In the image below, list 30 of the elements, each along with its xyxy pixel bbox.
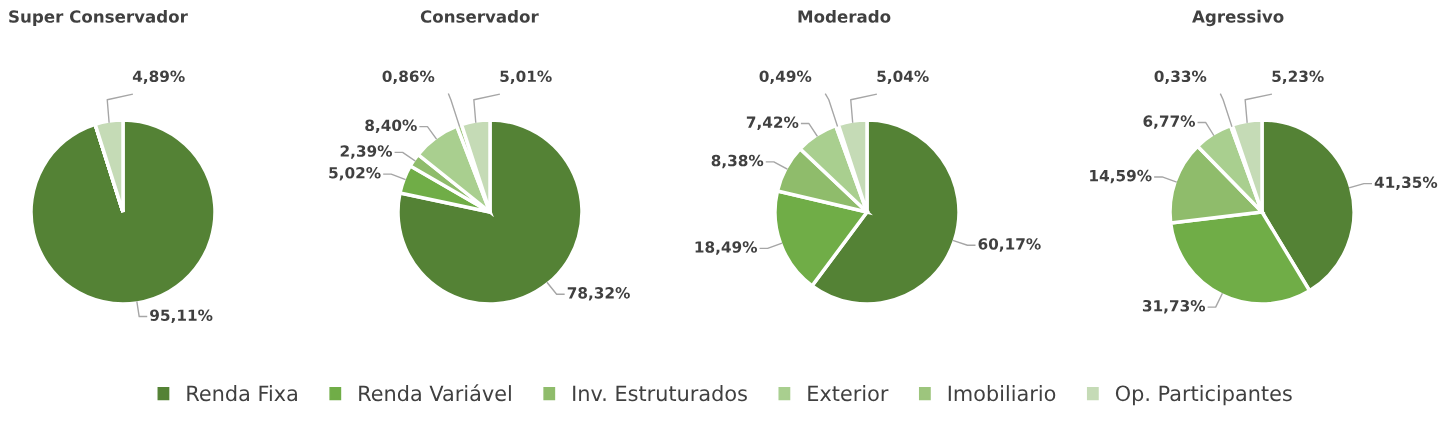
data-label: 5,01% [500, 70, 552, 85]
data-label: 31,73% [1142, 299, 1206, 314]
legend-label: Exterior [808, 385, 889, 402]
data-label: 0,33% [1154, 70, 1207, 85]
data-label: 8,40% [365, 119, 417, 134]
legend-label: Renda Variável [359, 384, 511, 402]
data-label: 6,77% [1143, 115, 1196, 129]
data-label: 0,86% [382, 70, 435, 85]
data-label: 78,32% [567, 287, 630, 301]
data-label: 14,59% [1090, 169, 1152, 184]
data-label: 18,49% [695, 241, 758, 255]
data-label: 8,38% [711, 154, 764, 169]
data-label: 4,89% [132, 70, 185, 85]
data-label: 5,23% [1272, 70, 1324, 85]
data-label: 60,17% [978, 238, 1041, 252]
chart-title: Super Conservador [9, 9, 188, 27]
data-label: 0,49% [759, 70, 812, 85]
legend-label: Imobiliario [948, 385, 1056, 402]
chart-title: Conservador [420, 9, 539, 23]
legend-label: Inv. Estruturados [573, 385, 747, 402]
data-label: 95,11% [150, 309, 213, 323]
legend-label: Op. Participantes [1115, 385, 1292, 406]
data-label: 7,42% [746, 116, 799, 130]
data-label: 5,02% [329, 166, 381, 181]
legend-label: Renda Fixa [187, 385, 297, 402]
data-label: 41,35% [1374, 176, 1438, 190]
data-label: 5,04% [877, 70, 929, 85]
data-label: 2,39% [340, 145, 393, 159]
chart-title: Moderado [798, 9, 891, 23]
chart-title: Agressivo [1192, 9, 1284, 27]
